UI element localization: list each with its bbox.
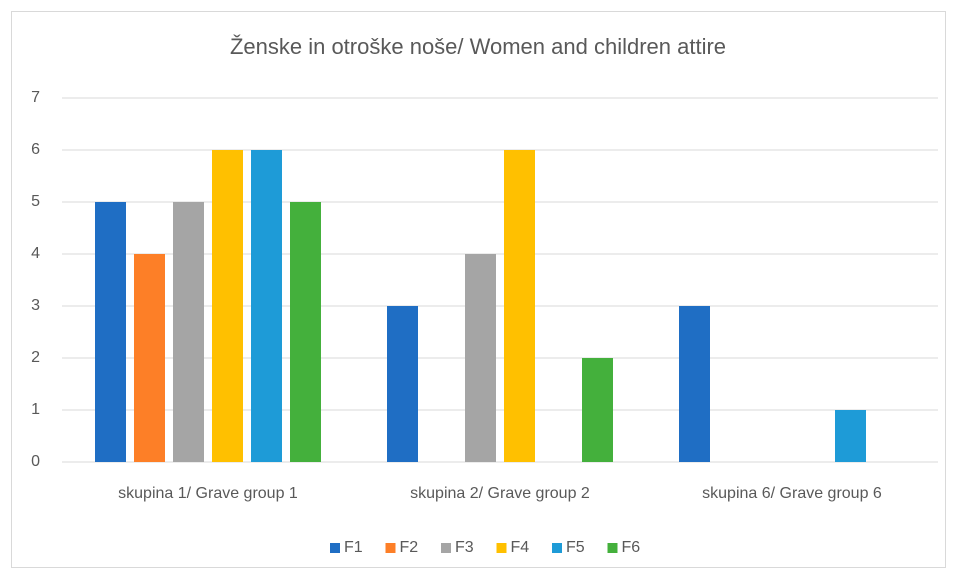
- bar: [251, 150, 282, 462]
- legend-swatch: [441, 543, 451, 553]
- x-tick-label: skupina 6/ Grave group 6: [702, 485, 882, 502]
- y-tick-label: 5: [31, 193, 40, 210]
- legend-label: F6: [622, 539, 641, 556]
- y-tick-label: 7: [31, 89, 40, 106]
- legend-swatch: [330, 543, 340, 553]
- bar: [504, 150, 535, 462]
- bar: [95, 202, 126, 462]
- bar: [173, 202, 204, 462]
- legend-swatch: [385, 543, 396, 553]
- x-tick-label: skupina 2/ Grave group 2: [410, 485, 590, 502]
- chart-title: Ženske in otroške noše/ Women and childr…: [230, 34, 726, 59]
- y-tick-label: 2: [31, 349, 40, 366]
- y-tick-label: 3: [31, 297, 40, 314]
- bar: [679, 306, 710, 462]
- legend-swatch: [607, 543, 618, 553]
- y-tick-label: 6: [31, 141, 40, 158]
- y-tick-label: 1: [31, 401, 40, 418]
- bar: [582, 358, 613, 462]
- bar: [835, 410, 866, 462]
- bar: [465, 254, 496, 462]
- y-tick-label: 4: [31, 245, 40, 262]
- bar: [134, 254, 165, 462]
- bar: [212, 150, 243, 462]
- legend-label: F3: [455, 539, 474, 556]
- legend-swatch: [552, 543, 562, 553]
- y-tick-label: 0: [31, 453, 40, 470]
- legend-swatch: [496, 543, 507, 553]
- legend-label: F5: [566, 539, 585, 556]
- legend-label: F4: [511, 539, 530, 556]
- x-tick-label: skupina 1/ Grave group 1: [118, 485, 298, 502]
- bar: [290, 202, 321, 462]
- bar: [387, 306, 418, 462]
- legend-label: F2: [400, 539, 419, 556]
- legend-label: F1: [344, 539, 363, 556]
